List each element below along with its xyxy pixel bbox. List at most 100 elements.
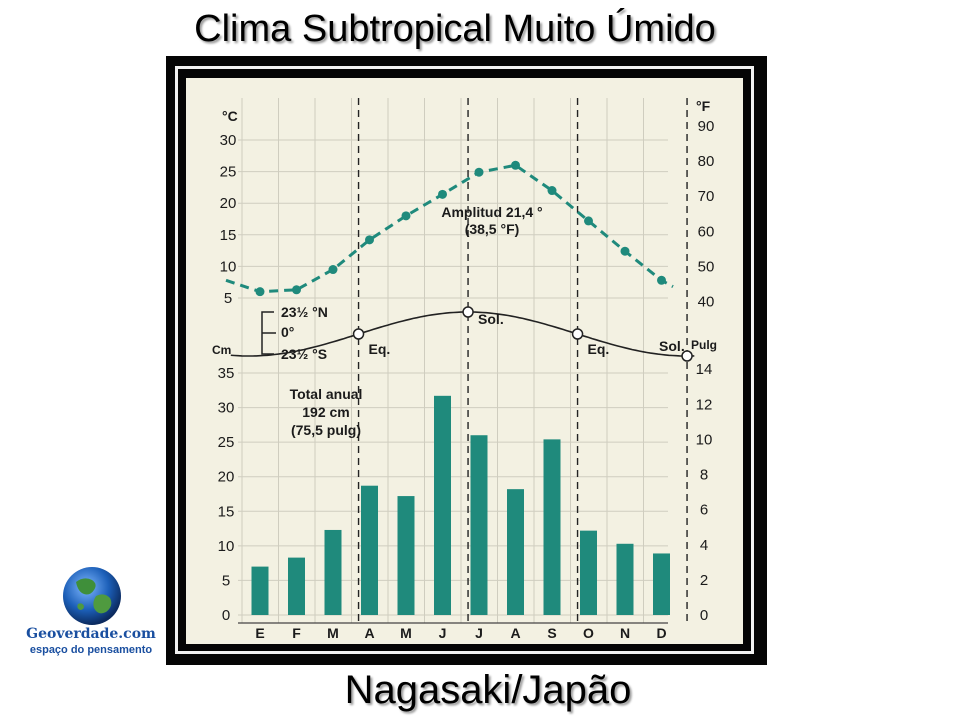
x-tick-label: E <box>255 625 264 641</box>
celsius-unit-label: °C <box>222 108 238 124</box>
celsius-tick-label: 15 <box>220 227 237 244</box>
fahrenheit-tick-label: 90 <box>698 118 715 135</box>
sun-marker <box>462 306 474 318</box>
climograph-chart: Eq. Sol. Eq. Sol. °C °F Cm Pulg Amplitud 21… <box>186 78 743 644</box>
celsius-tick-label: 25 <box>220 164 237 181</box>
chart-labels: °C °F Cm Pulg Amplitud 21,4 ° (38,5 °F) … <box>212 98 717 641</box>
pulg-tick-label: 12 <box>696 396 713 413</box>
precipitation-bar <box>361 485 378 615</box>
latitude-bracket <box>261 311 276 355</box>
x-tick-label: A <box>510 625 520 641</box>
x-tick-label: M <box>400 625 412 641</box>
precipitation-bars <box>251 395 670 615</box>
temperature-point <box>620 246 630 256</box>
cm-tick-label: 15 <box>218 503 235 520</box>
temperature-point <box>438 189 447 199</box>
temperature-line-path <box>225 163 674 294</box>
cm-tick-label: 0 <box>222 607 230 624</box>
latitude-label-north: 23½ °N <box>281 304 328 320</box>
temperature-point <box>511 160 520 170</box>
temperature-point <box>474 167 484 177</box>
chart-frame-line <box>175 66 754 654</box>
total-annual-annotation-line2: 192 cm <box>302 404 349 420</box>
temperature-line <box>225 160 674 297</box>
fahrenheit-tick-label: 60 <box>698 223 715 240</box>
pulg-tick-label: 4 <box>700 537 708 554</box>
precipitation-bar <box>397 496 415 615</box>
pulg-unit-label: Pulg <box>691 338 717 352</box>
sun-path: Eq. Sol. Eq. Sol. <box>230 306 695 362</box>
cm-tick-label: 25 <box>218 434 235 451</box>
precipitation-bar <box>251 566 269 615</box>
season-dividers <box>357 98 688 623</box>
sun-marker-label: Sol. <box>478 311 504 327</box>
celsius-tick-label: 10 <box>220 258 237 275</box>
pulg-tick-label: 10 <box>696 431 713 448</box>
cm-tick-label: 35 <box>218 365 235 382</box>
x-tick-label: O <box>583 625 594 641</box>
grid <box>238 98 668 624</box>
cm-tick-label: 5 <box>222 572 230 589</box>
temperature-point <box>584 216 593 226</box>
precipitation-bar <box>288 557 305 615</box>
x-tick-label: J <box>475 625 483 641</box>
precipitation-bar <box>434 395 451 615</box>
sun-marker-label: Eq. <box>588 341 610 357</box>
temperature-point <box>365 235 374 245</box>
pulg-tick-label: 14 <box>696 361 713 378</box>
cm-tick-label: 20 <box>218 469 235 486</box>
precipitation-bar <box>543 439 561 615</box>
fahrenheit-tick-label: 40 <box>698 294 715 311</box>
precipitation-bar <box>653 553 670 615</box>
x-tick-label: N <box>620 625 630 641</box>
x-tick-label: A <box>364 625 374 641</box>
precipitation-bar <box>470 435 488 615</box>
cm-tick-label: 30 <box>218 400 235 417</box>
x-tick-label: J <box>439 625 447 641</box>
slide-title: Clima Subtropical Muito Úmido <box>194 8 716 50</box>
fahrenheit-tick-label: 70 <box>698 188 715 205</box>
pulg-tick-label: 6 <box>700 502 708 519</box>
x-tick-label: F <box>292 625 301 641</box>
temperature-point <box>657 275 666 285</box>
precipitation-bar <box>324 529 342 615</box>
sun-marker <box>352 328 365 340</box>
temperature-point <box>292 285 301 295</box>
total-annual-annotation-line3: (75,5 pulg) <box>291 422 361 438</box>
sun-marker-label: Sol. <box>659 338 685 354</box>
temperature-point <box>328 265 338 275</box>
slide-subtitle: Nagasaki/Japão <box>344 668 632 712</box>
precipitation-bar <box>507 489 524 615</box>
temperature-point <box>547 186 557 196</box>
total-annual-annotation-line1: Total anual <box>290 386 363 402</box>
temperature-point <box>401 211 411 221</box>
precipitation-bar <box>580 530 597 615</box>
x-tick-label: D <box>656 625 666 641</box>
fahrenheit-tick-label: 50 <box>698 258 715 275</box>
sun-marker <box>571 328 584 340</box>
celsius-tick-label: 5 <box>224 290 232 307</box>
latitude-label-south: 23½ °S <box>281 346 327 362</box>
pulg-tick-label: 0 <box>700 607 708 624</box>
fahrenheit-tick-label: 80 <box>698 153 715 170</box>
logo-tagline: espaço do pensamento <box>29 644 153 656</box>
latitude-label-equator: 0° <box>281 324 294 340</box>
x-tick-label: M <box>327 625 339 641</box>
cm-unit-label: Cm <box>212 343 231 357</box>
amplitude-annotation-line1: Amplitud 21,4 ° <box>441 204 542 220</box>
sun-marker-label: Eq. <box>369 341 391 357</box>
globe-icon <box>63 567 121 625</box>
sun-marker <box>681 350 693 362</box>
logo-name: Geoverdade.com <box>26 626 156 642</box>
fahrenheit-unit-label: °F <box>696 98 711 114</box>
celsius-tick-label: 20 <box>220 195 237 212</box>
pulg-tick-label: 2 <box>700 572 708 589</box>
precipitation-bar <box>616 543 634 615</box>
amplitude-annotation-line2: (38,5 °F) <box>465 221 520 237</box>
celsius-tick-label: 30 <box>220 132 237 149</box>
cm-tick-label: 10 <box>218 538 235 555</box>
pulg-tick-label: 8 <box>700 467 708 484</box>
x-tick-label: S <box>547 625 556 641</box>
temperature-point <box>255 287 265 297</box>
geoverdade-logo: Geoverdade.com espaço do pensamento <box>18 566 168 666</box>
